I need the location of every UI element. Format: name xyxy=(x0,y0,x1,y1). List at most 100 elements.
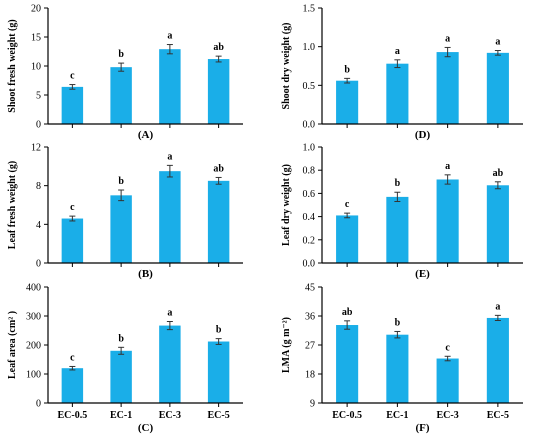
significance-letter: b xyxy=(216,325,222,336)
y-tick-label: 45 xyxy=(305,283,315,294)
chart-panel: 0 4 8 12 c b a ab Leaf fresh weight (g) (B) xyxy=(7,143,243,280)
significance-letter: ab xyxy=(213,42,224,53)
y-axis-label: Leaf fresh weight (g) xyxy=(7,161,18,249)
bar xyxy=(159,171,181,263)
y-axis-label: Leaf area (cm² ) xyxy=(7,311,18,379)
panel-label: (F) xyxy=(415,422,429,434)
y-tick-label: 0 xyxy=(36,399,41,410)
significance-letter: a xyxy=(167,151,172,162)
y-tick-label: 10 xyxy=(31,62,41,73)
y-tick-label: 0.0 xyxy=(303,120,316,131)
significance-letter: a xyxy=(445,33,450,44)
chart-panel: 0 100 200 300 400 c EC-0.5 b EC-1 a EC-3 b EC-5 Leaf … xyxy=(7,283,243,434)
y-tick-label: 300 xyxy=(26,312,41,323)
bar xyxy=(110,67,132,124)
y-tick-label: 12 xyxy=(31,143,41,154)
y-tick-label: 15 xyxy=(31,33,41,44)
y-tick-label: 20 xyxy=(31,4,41,15)
bar xyxy=(486,185,509,263)
bar xyxy=(110,195,132,263)
significance-letter: b xyxy=(344,64,350,75)
bar xyxy=(386,196,409,263)
panel-label: (B) xyxy=(138,268,153,280)
y-tick-label: 0.4 xyxy=(303,212,316,223)
x-tick-label: EC-5 xyxy=(208,410,230,421)
y-tick-label: 4 xyxy=(36,220,41,231)
significance-letter: a xyxy=(167,31,172,42)
significance-letter: b xyxy=(118,49,124,60)
chart-panel: 0.0 0.5 1.0 1.5 b a a a Shoot dry weight (g) (D) xyxy=(281,4,523,141)
significance-letter: c xyxy=(70,71,75,82)
y-tick-label: 1.5 xyxy=(303,4,316,15)
bar xyxy=(61,368,84,403)
bar xyxy=(386,63,409,124)
panel-label: (C) xyxy=(138,422,154,434)
panel-label: (E) xyxy=(415,268,430,280)
x-tick-label: EC-1 xyxy=(110,410,132,421)
y-tick-label: 0.0 xyxy=(303,259,316,270)
chart-panel: 0.0 0.2 0.4 0.6 0.8 1.0 c b a ab Leaf dry weight (… xyxy=(281,143,523,280)
significance-letter: a xyxy=(495,301,500,312)
significance-letter: a xyxy=(445,161,450,172)
y-axis-label: Shoot fresh weight (g) xyxy=(7,19,18,112)
bar xyxy=(336,80,359,124)
y-tick-label: 0.6 xyxy=(303,189,316,200)
bar xyxy=(436,358,459,403)
y-tick-label: 0.2 xyxy=(303,235,316,246)
significance-letter: a xyxy=(395,46,400,57)
y-tick-label: 1.0 xyxy=(303,42,316,53)
x-tick-label: EC-0.5 xyxy=(332,410,362,421)
significance-letter: c xyxy=(345,199,350,210)
bar xyxy=(207,59,230,124)
y-tick-label: 0.5 xyxy=(303,81,316,92)
significance-letter: ab xyxy=(342,307,353,318)
y-axis-label: Leaf dry weight (g) xyxy=(281,164,292,246)
bar xyxy=(61,218,84,263)
bar xyxy=(486,52,509,124)
bar xyxy=(486,317,509,403)
y-tick-label: 27 xyxy=(305,341,315,352)
y-axis-label: Shoot dry weight (g) xyxy=(281,23,292,110)
y-tick-label: 8 xyxy=(36,181,41,192)
bar xyxy=(61,86,84,124)
significance-letter: ab xyxy=(493,168,504,179)
y-tick-label: 36 xyxy=(305,312,315,323)
y-tick-label: 5 xyxy=(36,91,41,102)
bar xyxy=(159,49,181,124)
bar xyxy=(159,325,181,403)
y-tick-label: 0 xyxy=(36,259,41,270)
x-tick-label: EC-1 xyxy=(386,410,408,421)
bar xyxy=(436,52,459,124)
bar xyxy=(386,334,409,403)
chart-panel: 9 18 27 36 45 ab EC-0.5 b EC-1 c EC-3 a EC-5 LMA (g m… xyxy=(281,283,523,434)
y-tick-label: 1.0 xyxy=(303,143,316,154)
bar xyxy=(110,350,132,403)
y-tick-label: 18 xyxy=(305,370,315,381)
significance-letter: b xyxy=(395,178,401,189)
significance-letter: b xyxy=(395,317,401,328)
y-tick-label: 9 xyxy=(310,399,315,410)
significance-letter: c xyxy=(70,352,75,363)
x-tick-label: EC-3 xyxy=(437,410,459,421)
panel-label: (D) xyxy=(415,129,431,141)
significance-letter: b xyxy=(118,176,124,187)
significance-letter: b xyxy=(118,333,124,344)
y-tick-label: 0 xyxy=(36,120,41,131)
x-tick-label: EC-0.5 xyxy=(58,410,88,421)
bar xyxy=(336,215,359,263)
x-tick-label: EC-3 xyxy=(159,410,181,421)
bar xyxy=(436,179,459,263)
chart-panel: 0 5 10 15 20 c b a ab Shoot fresh weight (g) (A) xyxy=(7,4,243,141)
significance-letter: ab xyxy=(213,163,224,174)
x-tick-label: EC-5 xyxy=(487,410,509,421)
y-axis-label: LMA (g m⁻²) xyxy=(281,317,292,373)
significance-letter: c xyxy=(445,342,450,353)
significance-letter: c xyxy=(70,202,75,213)
significance-letter: a xyxy=(495,37,500,48)
y-tick-label: 200 xyxy=(26,341,41,352)
y-tick-label: 0.8 xyxy=(303,166,316,177)
significance-letter: a xyxy=(167,308,172,319)
y-tick-label: 100 xyxy=(26,370,41,381)
bar xyxy=(336,325,359,403)
